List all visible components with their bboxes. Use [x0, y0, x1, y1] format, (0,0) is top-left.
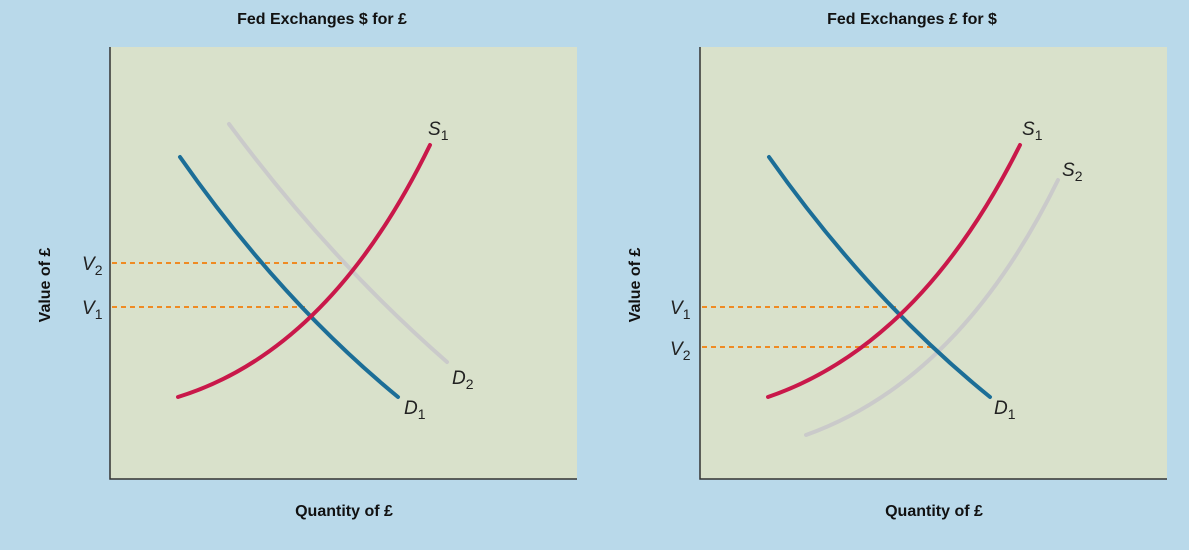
- demand-curve-2: [227, 122, 449, 364]
- supply-curve-2: [804, 178, 1060, 437]
- supply-curve: [766, 143, 1022, 399]
- curve-label: D2: [452, 368, 474, 392]
- axes: [699, 47, 1167, 480]
- panel-title: Fed Exchanges $ for £: [237, 11, 407, 28]
- plot-area: [700, 47, 1167, 479]
- y-axis-label: Value of £: [37, 248, 54, 323]
- y-axis-label: Value of £: [627, 248, 644, 323]
- x-axis-label: Quantity of £: [885, 503, 983, 520]
- x-axis-label: Quantity of £: [295, 503, 393, 520]
- demand-curve: [767, 155, 992, 399]
- supply-curve: [176, 143, 432, 399]
- curve-label: V1: [670, 298, 691, 322]
- curve-label: S1: [428, 119, 449, 143]
- curve-label: V1: [82, 298, 103, 322]
- demand-curve: [178, 155, 400, 399]
- curve-label: V2: [82, 254, 103, 278]
- curve-label: D1: [994, 398, 1016, 422]
- curve-label: V2: [670, 339, 691, 363]
- panel-title: Fed Exchanges £ for $: [827, 11, 997, 28]
- curve-label: S1: [1022, 119, 1043, 143]
- axes: [109, 47, 577, 480]
- curve-label: D1: [404, 398, 426, 422]
- curve-label: S2: [1062, 160, 1083, 184]
